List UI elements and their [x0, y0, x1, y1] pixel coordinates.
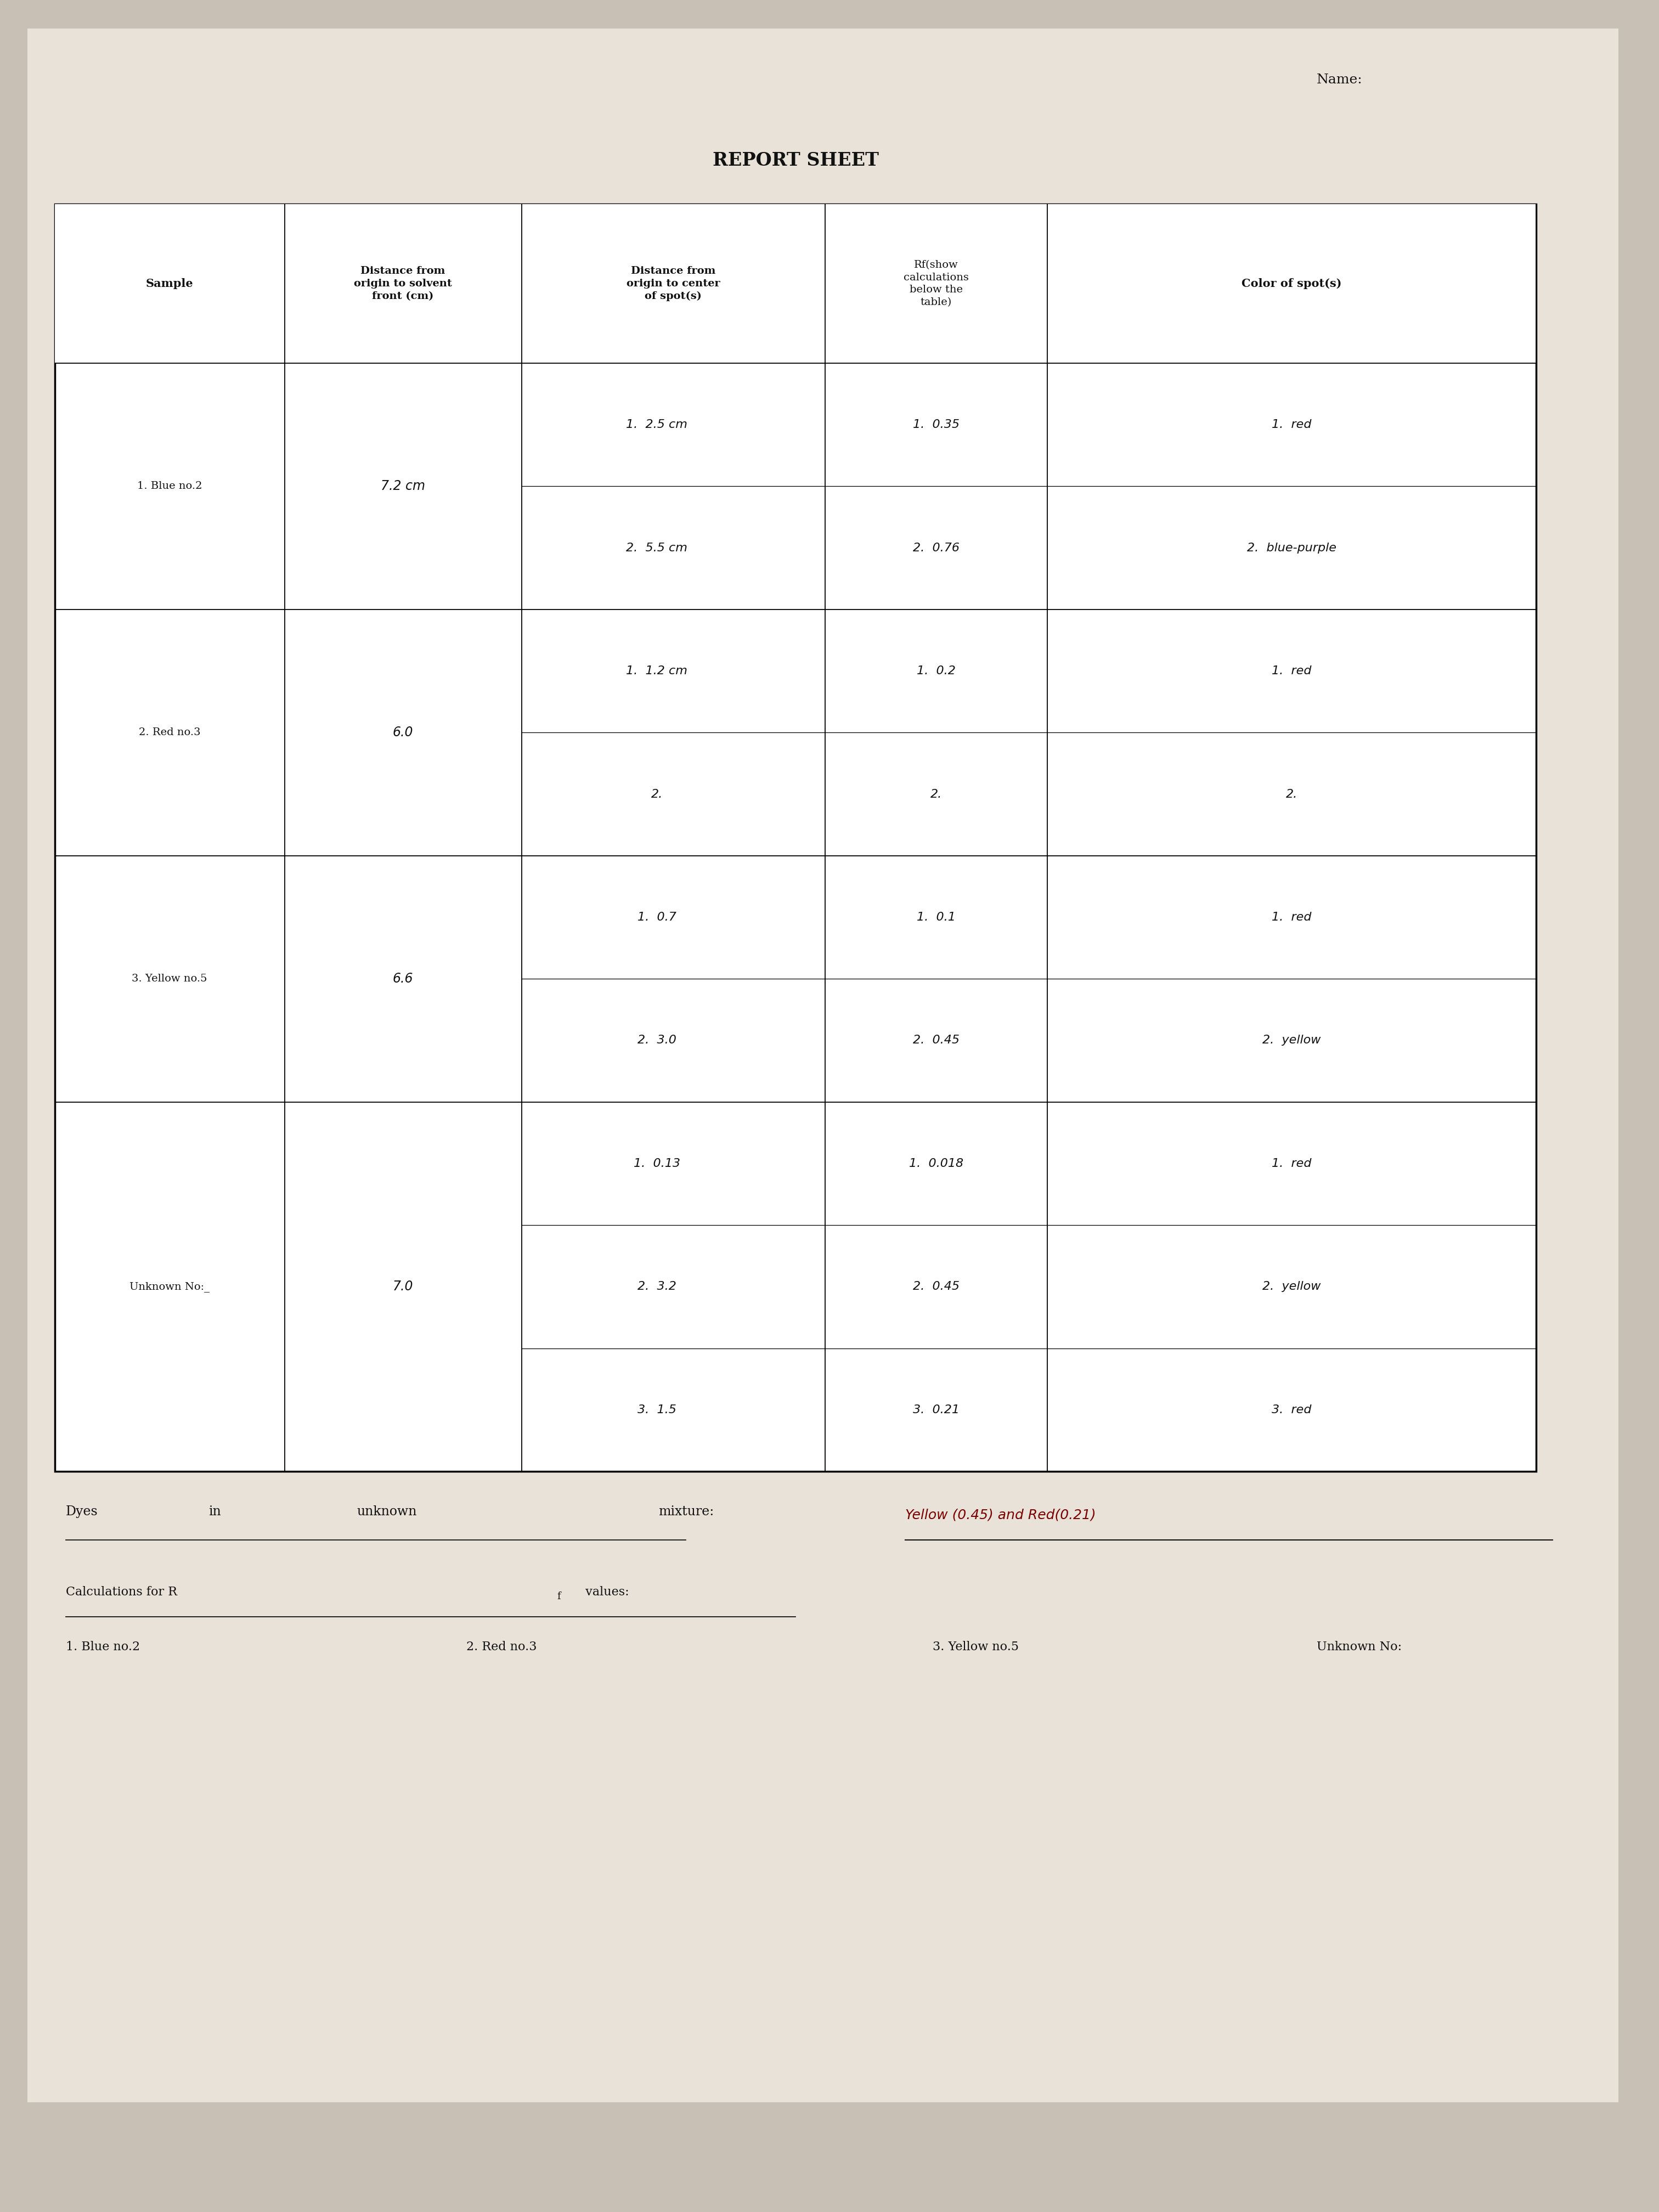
Text: Unknown No:: Unknown No:: [1317, 1641, 1402, 1652]
Text: 1.  0.018: 1. 0.018: [909, 1159, 964, 1168]
Text: Rf(show
calculations
below the
table): Rf(show calculations below the table): [904, 259, 969, 307]
Text: 3. Yellow no.5: 3. Yellow no.5: [932, 1641, 1019, 1652]
Text: 7.0: 7.0: [393, 1281, 413, 1294]
Text: 1.  1.2 cm: 1. 1.2 cm: [625, 666, 687, 677]
Text: 1. Blue no.2: 1. Blue no.2: [138, 482, 202, 491]
Text: Color of spot(s): Color of spot(s): [1241, 279, 1342, 290]
Text: 1.  0.1: 1. 0.1: [917, 911, 956, 922]
Text: f: f: [557, 1590, 561, 1601]
Text: Calculations for R: Calculations for R: [66, 1586, 178, 1597]
Text: Dyes: Dyes: [66, 1506, 98, 1517]
Text: 1.  red: 1. red: [1272, 666, 1312, 677]
Text: 2.  3.2: 2. 3.2: [637, 1281, 677, 1292]
Text: 2.  0.45: 2. 0.45: [912, 1281, 959, 1292]
Text: Unknown No:_: Unknown No:_: [129, 1281, 209, 1292]
Text: Yellow (0.45) and Red(0.21): Yellow (0.45) and Red(0.21): [906, 1509, 1097, 1522]
Text: in: in: [209, 1506, 221, 1517]
Text: 3. Yellow no.5: 3. Yellow no.5: [133, 973, 207, 984]
Text: 3.  red: 3. red: [1272, 1405, 1312, 1416]
Text: 6.6: 6.6: [393, 973, 413, 984]
Bar: [55, 204, 1536, 1471]
Text: mixture:: mixture:: [659, 1506, 713, 1517]
Text: Name:: Name:: [1317, 73, 1362, 86]
Text: 6.0: 6.0: [393, 726, 413, 739]
Text: 1.  0.13: 1. 0.13: [634, 1159, 680, 1168]
Text: 2. Red no.3: 2. Red no.3: [139, 728, 201, 737]
Text: unknown: unknown: [357, 1506, 416, 1517]
Text: 2.  yellow: 2. yellow: [1262, 1035, 1321, 1046]
Text: 2.: 2.: [1286, 790, 1297, 799]
Text: 3.  1.5: 3. 1.5: [637, 1405, 677, 1416]
Text: 2. Red no.3: 2. Red no.3: [466, 1641, 538, 1652]
Text: 2.  0.76: 2. 0.76: [912, 542, 959, 553]
Text: 2.  0.45: 2. 0.45: [912, 1035, 959, 1046]
Text: 2.  3.0: 2. 3.0: [637, 1035, 677, 1046]
Text: REPORT SHEET: REPORT SHEET: [712, 150, 879, 170]
Bar: [55, 204, 1536, 363]
Text: Sample: Sample: [146, 279, 194, 290]
Text: 1.  0.2: 1. 0.2: [917, 666, 956, 677]
Text: 2.  5.5 cm: 2. 5.5 cm: [625, 542, 687, 553]
Text: Distance from
origin to center
of spot(s): Distance from origin to center of spot(s…: [627, 265, 720, 301]
Text: 1. Blue no.2: 1. Blue no.2: [66, 1641, 139, 1652]
Text: 2.  yellow: 2. yellow: [1262, 1281, 1321, 1292]
Text: 1.  red: 1. red: [1272, 420, 1312, 429]
Text: 1.  0.7: 1. 0.7: [637, 911, 677, 922]
Text: 2.: 2.: [931, 790, 942, 799]
Text: 3.  0.21: 3. 0.21: [912, 1405, 959, 1416]
Text: 1.  red: 1. red: [1272, 1159, 1312, 1168]
Text: 1.  2.5 cm: 1. 2.5 cm: [625, 420, 687, 429]
Text: 1.  red: 1. red: [1272, 911, 1312, 922]
Text: 2.: 2.: [650, 790, 662, 799]
Text: Distance from
origin to solvent
front (cm): Distance from origin to solvent front (c…: [353, 265, 451, 301]
Text: values:: values:: [582, 1586, 629, 1597]
Text: 1.  0.35: 1. 0.35: [912, 420, 959, 429]
Text: 2.  blue-purple: 2. blue-purple: [1248, 542, 1337, 553]
Text: 7.2 cm: 7.2 cm: [380, 480, 425, 493]
